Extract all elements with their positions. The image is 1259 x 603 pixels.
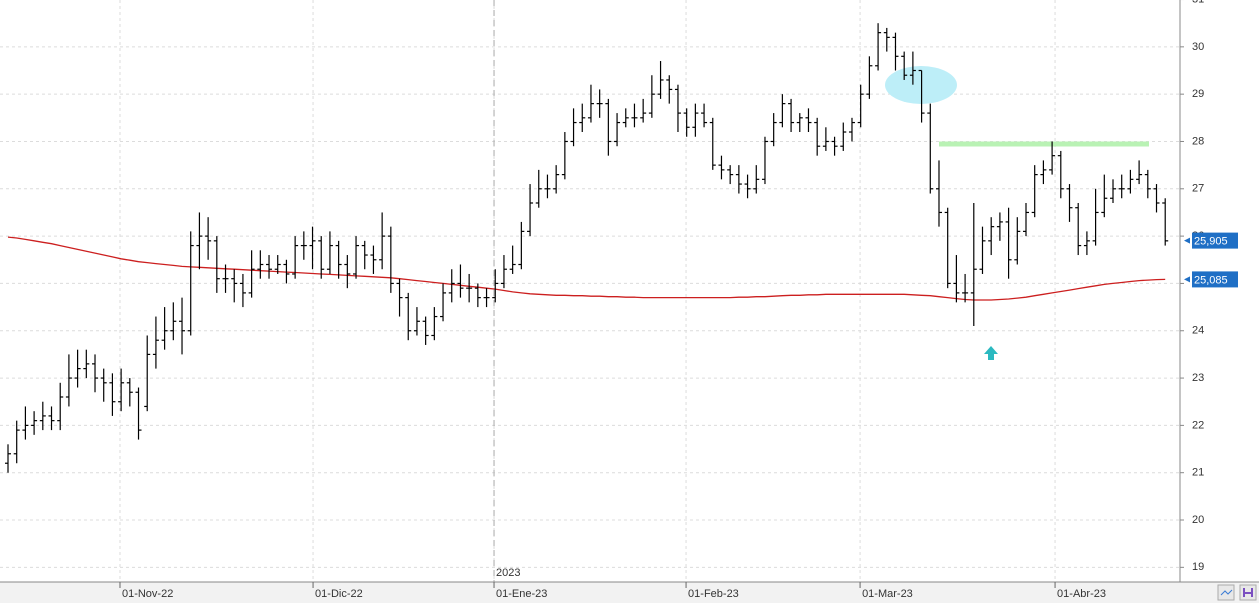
y-tick-label: 27 xyxy=(1192,183,1204,195)
y-tick-label: 28 xyxy=(1192,135,1204,147)
y-tick-label: 20 xyxy=(1192,514,1204,526)
icon xyxy=(1220,589,1233,596)
y-tick-label: 19 xyxy=(1192,561,1204,573)
price-marker xyxy=(1192,232,1238,249)
moving-average xyxy=(7,236,1166,301)
icon xyxy=(1243,588,1253,597)
x-tick-label: 01-Feb-23 xyxy=(688,588,739,600)
y-tick-label: 29 xyxy=(1192,88,1204,100)
y-tick-label: 22 xyxy=(1192,419,1204,431)
y-tick-label: 23 xyxy=(1192,372,1204,384)
price-marker xyxy=(1192,271,1238,288)
x-axis-band xyxy=(0,582,1259,603)
y-tick-label: 30 xyxy=(1192,41,1204,53)
year-label: 2023 xyxy=(496,567,520,579)
arrow-up xyxy=(984,346,998,360)
price-marker-pointer xyxy=(1184,276,1190,283)
y-tick-label: 31 xyxy=(1192,0,1204,5)
y-tick-label: 24 xyxy=(1192,325,1204,337)
x-tick-label: 01-Nov-22 xyxy=(122,588,173,600)
x-tick-label: 01-Ene-23 xyxy=(496,588,547,600)
x-tick-label: 01-Dic-22 xyxy=(315,588,363,600)
y-tick-label: 21 xyxy=(1192,467,1204,479)
price-marker-label: 25,085 xyxy=(1194,274,1228,286)
price-marker-pointer xyxy=(1184,237,1190,244)
price-marker-label: 25,905 xyxy=(1194,236,1228,248)
x-tick-label: 01-Mar-23 xyxy=(862,588,913,600)
x-tick-label: 01-Abr-23 xyxy=(1057,588,1106,600)
grid xyxy=(0,0,1180,582)
